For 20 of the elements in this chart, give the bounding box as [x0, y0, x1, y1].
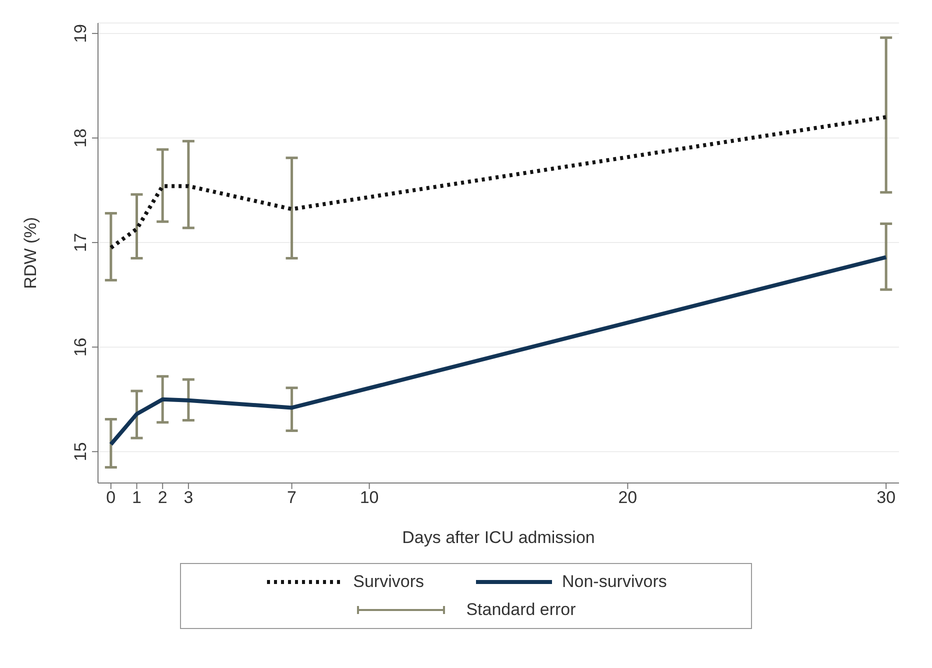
y-tick-label: 18	[71, 128, 90, 148]
x-tick-label: 20	[618, 488, 638, 508]
x-tick-label: 2	[158, 488, 168, 508]
y-tick-label: 15	[71, 442, 90, 462]
y-axis-title: RDW (%)	[21, 217, 40, 289]
x-tick-label: 1	[132, 488, 142, 508]
line-series	[108, 255, 888, 446]
x-tick-label: 0	[106, 488, 116, 508]
x-tick-label: 7	[287, 488, 297, 508]
legend-label: Survivors	[353, 572, 424, 592]
x-tick-label: 10	[360, 488, 379, 508]
line-series	[108, 115, 888, 250]
x-axis-title: Days after ICU admission	[402, 528, 595, 547]
x-tick-label: 3	[184, 488, 194, 508]
y-tick-label: 19	[71, 24, 90, 43]
legend-label: Non-survivors	[562, 572, 667, 592]
y-tick-label: 17	[71, 233, 90, 252]
x-tick-label: 30	[876, 488, 896, 508]
text: Standard error	[466, 600, 576, 620]
y-tick-label: 16	[71, 338, 90, 357]
